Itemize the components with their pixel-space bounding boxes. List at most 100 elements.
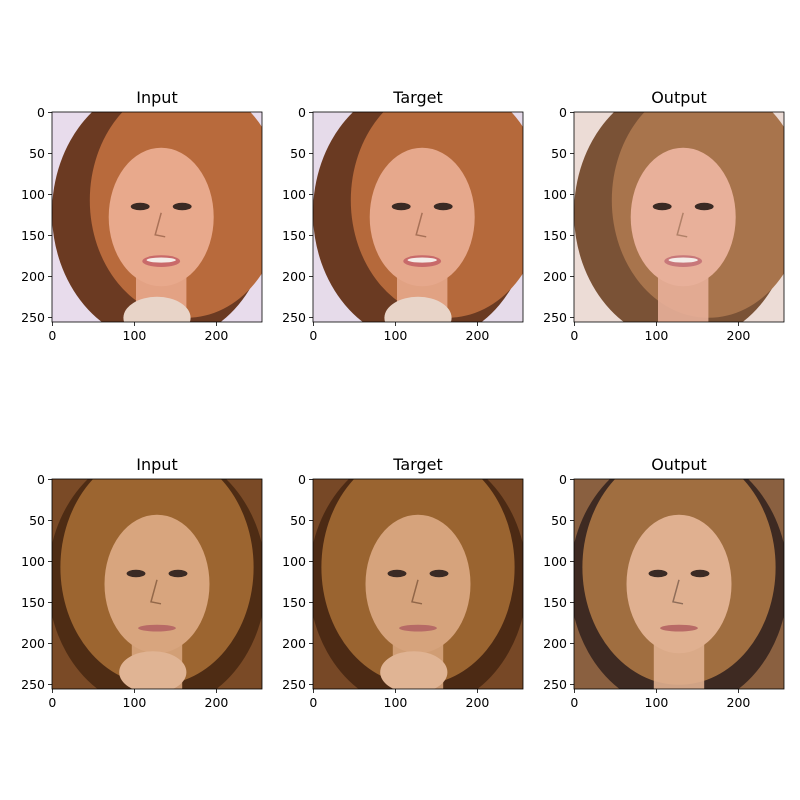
y-tick-label: 0 [37,472,45,487]
right-eye [433,202,453,211]
teeth [407,257,437,263]
x-tick-label: 200 [727,328,751,343]
y-tick-label: 250 [543,310,567,325]
y-tick-label: 200 [21,269,45,284]
nose [672,579,684,605]
x-tick-label: 100 [384,695,408,710]
right-eye [172,202,192,211]
x-tick-label: 200 [466,695,490,710]
subplot-title: Output [651,88,707,107]
hand [123,296,191,322]
face [626,514,732,654]
y-tick-label: 150 [21,595,45,610]
face-image [313,112,523,322]
y-tick-label: 200 [543,269,567,284]
mouth [399,624,437,632]
hand [384,296,452,322]
y-tick-label: 250 [21,677,45,692]
x-tick-label: 0 [570,695,578,710]
teeth [146,257,176,263]
y-tick-label: 0 [298,105,306,120]
axes-frame [51,111,263,323]
y-tick-label: 150 [282,595,306,610]
face [108,147,214,287]
y-tick-label: 200 [21,636,45,651]
subplot-output-row1: Output 0 100 200 0 50 100 150 200 250 [543,88,785,343]
axes-frame [312,478,524,690]
y-tick-label: 0 [37,105,45,120]
face-image [52,112,262,322]
y-tick-label: 150 [21,228,45,243]
face-image [52,479,262,689]
y-tick-label: 50 [551,513,567,528]
x-tick-label: 200 [466,328,490,343]
x-tick-label: 200 [727,695,751,710]
y-tick-label: 50 [551,146,567,161]
nose [415,212,427,238]
y-tick-label: 0 [559,472,567,487]
axes-frame [51,478,263,690]
right-eye [168,569,188,578]
y-tick-label: 100 [543,554,567,569]
y-tick-label: 250 [282,310,306,325]
axes-frame [573,111,785,323]
y-tick-label: 100 [21,187,45,202]
face [365,514,471,654]
x-tick-label: 100 [645,695,669,710]
y-tick-label: 50 [29,513,45,528]
subplot-title: Target [392,88,443,107]
y-tick-label: 100 [21,554,45,569]
y-tick-label: 200 [543,636,567,651]
y-tick-label: 50 [290,513,306,528]
face-image [574,112,784,322]
subplot-title: Input [136,88,177,107]
y-tick-label: 100 [282,554,306,569]
nose [676,212,688,238]
x-tick-label: 0 [48,328,56,343]
teeth [668,257,698,263]
x-tick-label: 200 [205,695,229,710]
left-eye [130,202,150,211]
y-tick-label: 0 [298,472,306,487]
hand [119,651,187,689]
subplot-target-row2: Target 0 100 200 0 50 100 150 200 250 [282,455,524,710]
x-tick-label: 0 [570,328,578,343]
subplot-title: Output [651,455,707,474]
face [104,514,210,654]
y-tick-label: 100 [543,187,567,202]
x-tick-label: 0 [309,328,317,343]
nose [150,579,162,605]
y-tick-label: 0 [559,105,567,120]
hand [380,651,448,689]
y-tick-label: 100 [282,187,306,202]
y-tick-label: 200 [282,636,306,651]
y-tick-label: 150 [282,228,306,243]
right-eye [694,202,714,211]
subplot-input-row1: Input 0 100 200 0 50 100 150 200 250 [21,88,263,343]
face [630,147,736,287]
left-eye [652,202,672,211]
y-tick-label: 50 [290,146,306,161]
mouth [138,624,176,632]
y-tick-label: 250 [282,677,306,692]
right-eye [690,569,710,578]
y-tick-label: 250 [543,677,567,692]
axes-frame [573,478,785,690]
x-tick-label: 200 [205,328,229,343]
face-image [574,479,784,689]
axes-frame [312,111,524,323]
mouth [660,624,698,632]
subplot-input-row2: Input 0 100 200 0 50 100 150 200 250 [21,455,263,710]
left-eye [126,569,146,578]
x-tick-label: 0 [309,695,317,710]
x-tick-label: 0 [48,695,56,710]
y-tick-label: 50 [29,146,45,161]
subplot-target-row1: Target 0 100 200 0 50 100 150 200 250 [282,88,524,343]
nose [154,212,166,238]
y-tick-label: 150 [543,228,567,243]
x-tick-label: 100 [123,328,147,343]
subplot-output-row2: Output 0 100 200 0 50 100 150 200 250 [543,455,785,710]
left-eye [391,202,411,211]
